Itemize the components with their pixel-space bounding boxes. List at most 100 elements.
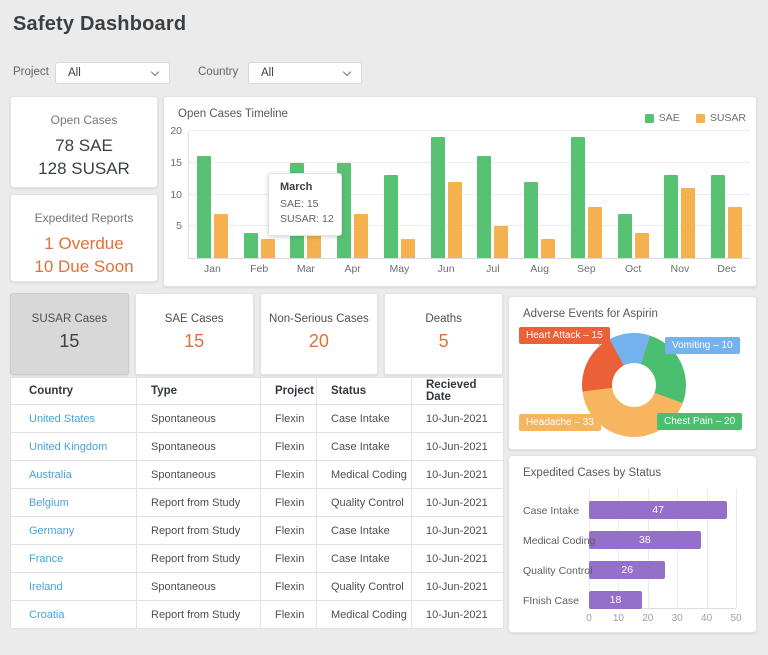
stat-label: SUSAR Cases xyxy=(31,313,108,325)
table-cell: 10-Jun-2021 xyxy=(411,600,504,629)
project-select-value: All xyxy=(68,67,81,79)
chevron-down-icon xyxy=(150,67,160,77)
table-cell: Flexin xyxy=(260,432,317,461)
month-group-may: May xyxy=(376,132,423,275)
susar-bar-jun[interactable] xyxy=(447,181,462,258)
chevron-down-icon xyxy=(342,67,352,77)
status-label: Quality Control xyxy=(523,565,593,577)
stat-cards-row: SUSAR Cases 15 SAE Cases 15 Non-Serious … xyxy=(10,293,503,375)
x-axis-tick: Aug xyxy=(530,263,549,275)
susar-bar-jan[interactable] xyxy=(213,213,228,258)
timeline-tooltip: March SAE: 15 SUSAR: 12 xyxy=(268,173,342,236)
gridline xyxy=(189,130,750,131)
susar-bar-jul[interactable] xyxy=(494,226,509,258)
legend-item-sae[interactable]: SAE xyxy=(644,112,680,124)
country-link[interactable]: Croatia xyxy=(10,600,137,629)
gridline xyxy=(706,489,708,608)
status-bar-medical-coding[interactable]: 38 xyxy=(589,531,701,549)
stat-value: 5 xyxy=(438,331,449,351)
headache-chip[interactable]: Headache – 33 xyxy=(519,414,601,431)
susar-bar-apr[interactable] xyxy=(354,213,369,258)
adverse-events-title: Adverse Events for Aspirin xyxy=(523,308,658,320)
susar-bar-oct[interactable] xyxy=(634,232,649,258)
x-axis-tick: 10 xyxy=(612,613,624,624)
status-bar-finish-case[interactable]: 18 xyxy=(589,591,642,609)
sae-bar-jun[interactable] xyxy=(430,137,445,258)
country-link[interactable]: Belgium xyxy=(10,488,137,517)
sae-bar-may[interactable] xyxy=(383,175,398,258)
timeline-chart-title: Open Cases Timeline xyxy=(178,108,288,120)
table-cell: Case Intake xyxy=(316,432,412,461)
table-cell: Report from Study xyxy=(136,516,261,545)
x-axis-tick: 0 xyxy=(586,613,592,624)
timeline-legend: SAE SUSAR xyxy=(644,112,746,124)
page-title: Safety Dashboard xyxy=(13,13,187,35)
susar-bar-aug[interactable] xyxy=(541,238,556,258)
sae-bar-jul[interactable] xyxy=(477,156,492,258)
heart-attack-chip[interactable]: Heart Attack – 15 xyxy=(519,327,610,344)
x-axis-tick: 20 xyxy=(642,613,654,624)
country-link[interactable]: United States xyxy=(10,404,137,433)
status-bar-quality-control[interactable]: 26 xyxy=(589,561,666,579)
col-header-recieved-date: Recieved Date xyxy=(411,377,504,405)
sae-bar-nov[interactable] xyxy=(664,175,679,258)
sae-bar-sep[interactable] xyxy=(570,137,585,258)
susar-bar-sep[interactable] xyxy=(587,207,602,258)
sae-bar-aug[interactable] xyxy=(524,181,539,258)
table-cell: Flexin xyxy=(260,572,317,601)
table-cell: Case Intake xyxy=(316,404,412,433)
table-row[interactable]: Australia Spontaneous Flexin Medical Coding… xyxy=(10,460,504,489)
susar-bar-nov[interactable] xyxy=(681,188,696,258)
table-row[interactable]: Belgium Report from Study Flexin Quality Co… xyxy=(10,488,504,517)
x-axis-tick: May xyxy=(389,263,410,275)
status-bar-case-intake[interactable]: 47 xyxy=(589,501,728,519)
table-cell: Quality Control xyxy=(316,488,412,517)
table-row[interactable]: United Kingdom Spontaneous Flexin Case Inta… xyxy=(10,432,504,461)
x-axis-tick: 30 xyxy=(671,613,683,624)
stat-card-non-serious-cases[interactable]: Non-Serious Cases 20 xyxy=(259,293,379,375)
project-select[interactable]: All xyxy=(55,62,170,84)
susar-bar-dec[interactable] xyxy=(728,207,743,258)
month-group-jul: Jul xyxy=(470,132,517,275)
table-row[interactable]: Ireland Spontaneous Flexin Quality Control 1… xyxy=(10,572,504,601)
table-row[interactable]: Germany Report from Study Flexin Case Intak… xyxy=(10,516,504,545)
stat-card-deaths[interactable]: Deaths 5 xyxy=(384,293,503,375)
country-link[interactable]: Germany xyxy=(10,516,137,545)
table-cell: Medical Coding xyxy=(316,600,412,629)
open-cases-card: Open Cases 78 SAE 128 SUSAR xyxy=(10,96,158,188)
sae-bar-oct[interactable] xyxy=(617,213,632,258)
gridline xyxy=(189,193,750,195)
adverse-events-card: Adverse Events for Aspirin Heart Attack … xyxy=(508,296,757,450)
country-select[interactable]: All xyxy=(248,62,362,84)
expedited-reports-card: Expedited Reports 1 Overdue 10 Due Soon xyxy=(10,194,158,282)
sae-bar-dec[interactable] xyxy=(711,175,726,258)
stat-card-sae-cases[interactable]: SAE Cases 15 xyxy=(134,293,254,375)
stat-card-susar-cases[interactable]: SUSAR Cases 15 xyxy=(10,293,129,375)
table-cell: 10-Jun-2021 xyxy=(411,516,504,545)
table-cell: 10-Jun-2021 xyxy=(411,460,504,489)
table-row[interactable]: United States Spontaneous Flexin Case Intak… xyxy=(10,404,504,433)
cases-table: Country Type Project Status Recieved Dat… xyxy=(10,377,504,629)
susar-bar-feb[interactable] xyxy=(260,238,275,258)
table-cell: Flexin xyxy=(260,516,317,545)
legend-item-susar[interactable]: SUSAR xyxy=(695,112,746,124)
table-row[interactable]: France Report from Study Flexin Case Intake… xyxy=(10,544,504,573)
vomiting-chip[interactable]: Vomiting – 10 xyxy=(665,337,740,354)
expedited-overdue: 1 Overdue xyxy=(44,234,124,253)
country-link[interactable]: United Kingdom xyxy=(10,432,137,461)
x-axis-tick: Sep xyxy=(577,263,596,275)
chest-pain-chip[interactable]: Chest Pain – 20 xyxy=(657,413,743,430)
expedited-cases-by-status-card: Expedited Cases by Status 47 38 26 18 0 10 20… xyxy=(508,455,757,633)
col-header-status: Status xyxy=(316,377,412,405)
susar-bar-may[interactable] xyxy=(400,238,415,258)
table-row[interactable]: Croatia Report from Study Flexin Medical Co… xyxy=(10,600,504,629)
tooltip-month: March xyxy=(280,181,313,193)
country-link[interactable]: Ireland xyxy=(10,572,137,601)
sae-bar-feb[interactable] xyxy=(243,232,258,258)
col-header-type: Type xyxy=(136,377,261,405)
month-group-aug: Aug xyxy=(516,132,563,275)
open-cases-timeline-card: Open Cases Timeline SAE SUSAR 5 10 15 20 Jan… xyxy=(163,96,757,287)
country-link[interactable]: France xyxy=(10,544,137,573)
sae-bar-jan[interactable] xyxy=(196,156,211,258)
country-link[interactable]: Australia xyxy=(10,460,137,489)
